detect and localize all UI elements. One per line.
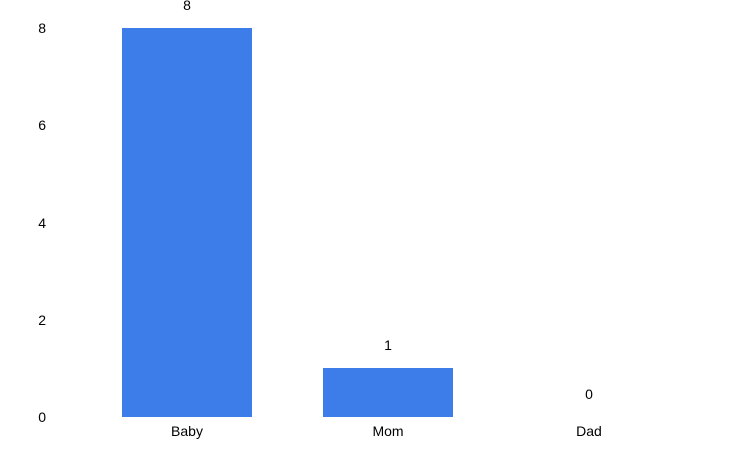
bar-value-label: 1 bbox=[384, 337, 392, 354]
category-label: Mom bbox=[372, 423, 404, 439]
bar-baby[interactable] bbox=[121, 28, 252, 417]
bar-mom[interactable] bbox=[322, 368, 453, 417]
category-label: Baby bbox=[171, 423, 203, 439]
y-axis-tick-label: 2 bbox=[38, 311, 46, 328]
y-axis-tick-label: 0 bbox=[38, 409, 46, 425]
category-label: Dad bbox=[576, 423, 602, 439]
bar-group-baby: 8 Baby bbox=[87, 0, 288, 461]
bar-value-label: 0 bbox=[585, 386, 593, 402]
y-axis-tick-label: 4 bbox=[38, 214, 46, 231]
bar-value-label: 8 bbox=[183, 0, 191, 13]
y-axis-tick-label: 8 bbox=[38, 20, 46, 36]
bar-group-mom: 1 Mom bbox=[288, 0, 489, 461]
y-axis-tick-label: 6 bbox=[38, 117, 46, 134]
bar-group-dad: 0 Dad bbox=[489, 0, 690, 461]
